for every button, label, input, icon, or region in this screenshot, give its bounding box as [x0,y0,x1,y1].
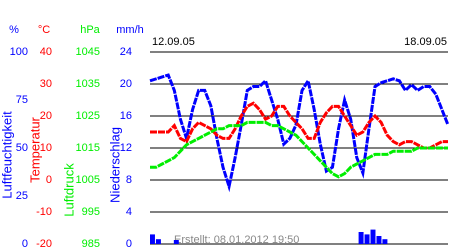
y-tick-label: 20 [120,78,132,90]
axis-title: Luftfeuchtigkeit [0,111,14,199]
y-tick-label: 40 [40,46,52,58]
y-tick-label: 995 [82,206,100,218]
data-line [150,120,448,179]
y-tick-label: 24 [120,46,132,58]
end-date: 18.09.05 [404,36,447,48]
axis-unit: hPa [80,24,100,36]
precip-bar [358,232,364,244]
precip-bar [150,234,155,244]
y-tick-label: 0 [22,238,28,250]
precip-bar [173,240,179,244]
data-line [149,73,450,193]
axis-unit: °C [38,24,50,36]
axis-title: Niederschlag [107,127,122,203]
axis-title: Luftdruck [61,163,76,217]
y-tick-label: 4 [126,206,132,218]
y-tick-label: 12 [120,142,132,154]
y-tick-label: 1015 [76,142,100,154]
precip-bar [364,234,370,244]
axis-title: Temperatur [27,116,42,182]
y-tick-label: 1035 [76,78,100,90]
y-tick-label: 985 [82,238,100,250]
y-tick-label: 100 [10,46,28,58]
axis-unit: mm/h [116,24,144,36]
start-date: 12.09.05 [152,36,195,48]
y-tick-label: 10 [40,142,52,154]
precip-bar [376,236,382,244]
y-tick-label: 0 [126,238,132,250]
y-tick-label: 30 [40,78,52,90]
y-tick-label: 8 [126,174,132,186]
y-tick-label: 1005 [76,174,100,186]
y-tick-label: 75 [16,94,28,106]
y-tick-label: -10 [36,206,52,218]
precip-bar [370,229,376,244]
y-tick-label: 1025 [76,110,100,122]
created-note: Erstellt: 08.01.2012 19:50 [174,234,299,246]
precip-bar [382,239,388,244]
y-tick-label: 0 [46,174,52,186]
precip-bar [155,239,161,244]
y-tick-label: 16 [120,110,132,122]
y-tick-label: 50 [16,142,28,154]
y-tick-label: 20 [40,110,52,122]
axis-unit: % [9,24,19,36]
y-tick-label: 1045 [76,46,100,58]
y-tick-label: -20 [36,238,52,250]
data-line [150,101,448,150]
y-tick-label: 25 [16,190,28,202]
